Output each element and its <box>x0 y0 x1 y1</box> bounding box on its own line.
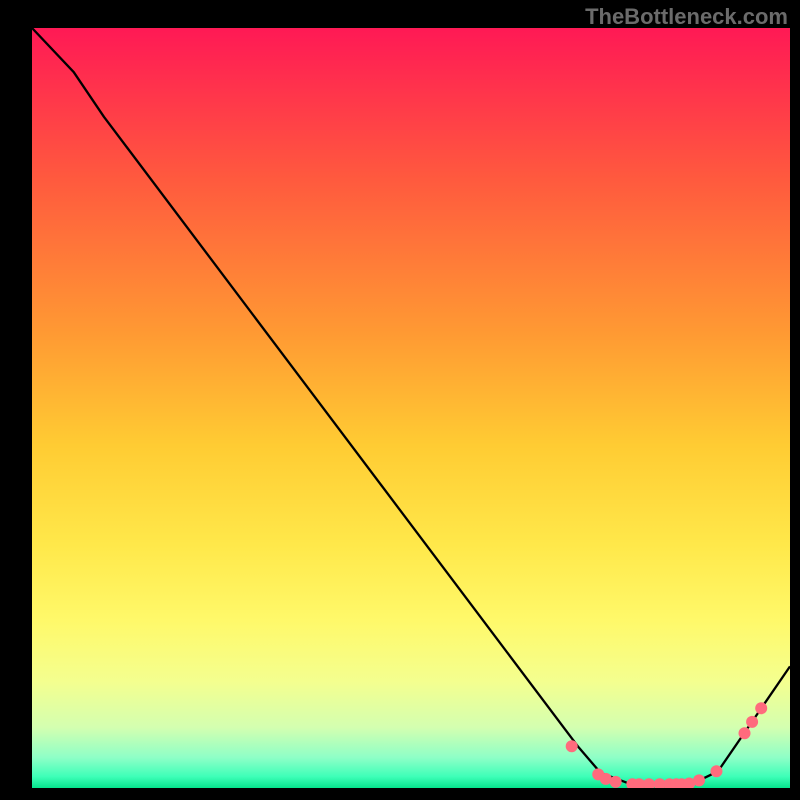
chart-overlay <box>32 28 790 788</box>
curve-line <box>32 28 790 784</box>
data-marker <box>739 727 751 739</box>
plot-area <box>32 28 790 788</box>
data-marker <box>643 778 655 788</box>
watermark-text: TheBottleneck.com <box>585 4 788 30</box>
data-marker <box>566 740 578 752</box>
data-marker <box>746 716 758 728</box>
data-marker <box>755 702 767 714</box>
data-marker <box>710 765 722 777</box>
chart-container: { "watermark": "TheBottleneck.com", "plo… <box>0 0 800 800</box>
data-marker <box>693 774 705 786</box>
data-marker <box>610 776 622 788</box>
